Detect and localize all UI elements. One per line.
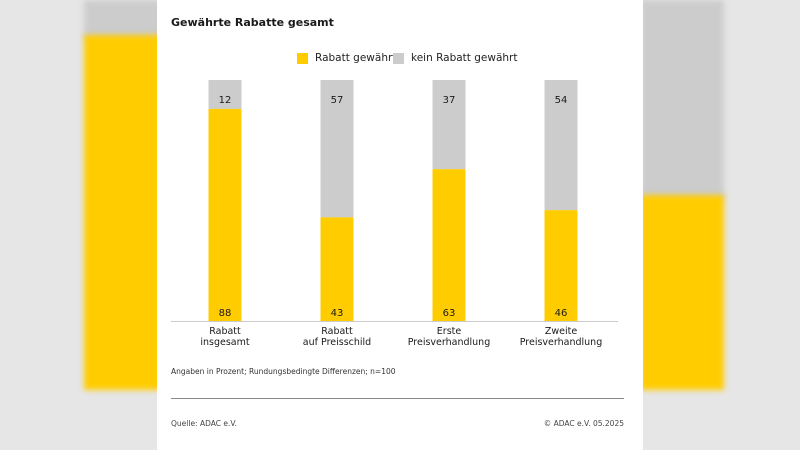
bar-rabatt-2 (432, 169, 466, 321)
footnote: Angaben in Prozent; Rundungsbedingte Dif… (171, 367, 396, 376)
value-label-kein-rabatt-1: 57 (331, 95, 344, 106)
background-right-blur (640, 0, 800, 450)
bar-kein-rabatt-0 (208, 80, 242, 109)
legend-swatch-kein-rabatt (393, 52, 404, 64)
category-label-3-1: Preisverhandlung (520, 337, 603, 348)
legend-label-kein-rabatt: kein Rabatt gewährt (411, 52, 518, 64)
bar-rabatt-3 (544, 210, 578, 321)
divider (171, 398, 624, 399)
bar-kein-rabatt-3 (544, 80, 578, 211)
bar-kein-rabatt-2 (432, 80, 466, 170)
category-label-0-0: Rabatt (209, 326, 241, 337)
bar-rabatt-1 (320, 217, 354, 321)
chart-card: Gewährte Rabatte gesamt Rabatt gewährt k… (157, 0, 643, 450)
value-label-rabatt-1: 43 (331, 308, 344, 319)
category-label-1-0: Rabatt (321, 326, 353, 337)
legend-label-rabatt: Rabatt gewährt (315, 52, 397, 64)
copyright-note: © ADAC e.V. 05.2025 (543, 419, 624, 428)
category-label-0-1: insgesamt (200, 337, 250, 348)
bar-kein-rabatt-1 (320, 80, 354, 218)
value-label-kein-rabatt-3: 54 (555, 95, 568, 106)
value-label-rabatt-2: 63 (443, 308, 456, 319)
value-label-rabatt-3: 46 (555, 308, 568, 319)
value-label-rabatt-0: 88 (219, 308, 232, 319)
value-label-kein-rabatt-0: 12 (219, 95, 232, 106)
legend-item-kein-rabatt: kein Rabatt gewährt (393, 52, 517, 64)
category-label-1-1: auf Preisschild (303, 337, 371, 348)
legend-item-rabatt: Rabatt gewährt (297, 52, 396, 64)
bar-rabatt-0 (208, 108, 242, 321)
chart-legend: Rabatt gewährt kein Rabatt gewährt (157, 52, 643, 68)
background-left-blur (0, 0, 160, 450)
legend-swatch-rabatt (297, 52, 308, 64)
category-label-2-1: Preisverhandlung (408, 337, 491, 348)
category-label-3-0: Zweite (545, 326, 577, 337)
value-label-kein-rabatt-2: 37 (443, 95, 456, 106)
category-label-2-0: Erste (437, 326, 462, 337)
chart-title: Gewährte Rabatte gesamt (171, 16, 334, 29)
source-note: Quelle: ADAC e.V. (171, 419, 237, 428)
